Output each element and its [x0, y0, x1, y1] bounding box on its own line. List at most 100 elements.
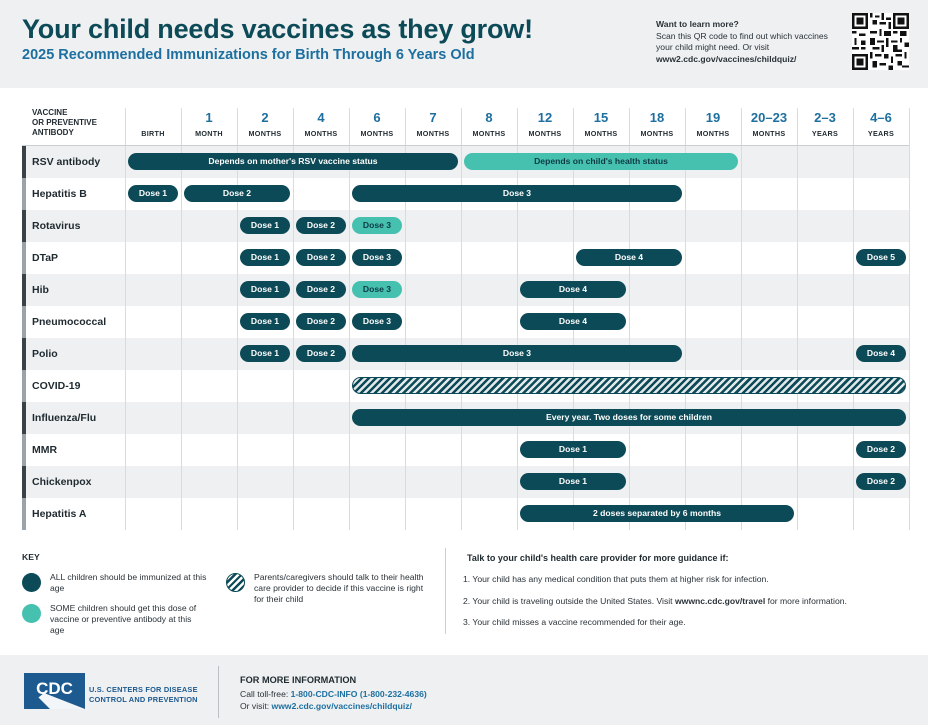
dose-bar: Dose 1 [240, 249, 290, 266]
column-divider [125, 108, 126, 530]
footer-divider [218, 666, 219, 718]
key-talk-text: Parents/caregivers should talk to their … [254, 572, 424, 604]
age-column-header: 7 MONTHS [405, 108, 461, 138]
header-divider [22, 145, 909, 146]
dose-bar: Dose 2 [296, 281, 346, 298]
age-column-header: 12 MONTHS [517, 108, 573, 138]
row-accent-bar [22, 242, 26, 274]
age-number: 2–3 [814, 110, 836, 125]
key-all-text: ALL children should be immunized at this… [50, 572, 207, 593]
key-all-swatch [22, 573, 41, 592]
page-header [0, 0, 928, 88]
dose-bar: Dose 4 [520, 281, 626, 298]
age-unit: MONTHS [696, 129, 730, 138]
row-accent-bar [22, 434, 26, 466]
age-unit: MONTHS [248, 129, 282, 138]
dose-bar: Dose 1 [128, 185, 178, 202]
dose-bar: Dose 2 [296, 313, 346, 330]
footer-visit-line: Or visit: www2.cdc.gov/vaccines/childqui… [240, 701, 412, 711]
dose-bar: Dose 3 [352, 217, 402, 234]
age-unit: MONTH [195, 129, 223, 138]
travel-link[interactable]: wwwnc.cdc.gov/travel [674, 596, 766, 606]
age-unit: BIRTH [141, 129, 165, 138]
age-unit: MONTHS [416, 129, 450, 138]
qr-code-icon[interactable] [852, 13, 909, 70]
page-title: Your child needs vaccines as they grow! [22, 14, 533, 44]
age-column-header: 2–3 YEARS [797, 108, 853, 138]
age-unit: MONTHS [640, 129, 674, 138]
age-column-header: 4–6 YEARS [853, 108, 909, 138]
learn-more-link[interactable]: www2.cdc.gov/vaccines/childquiz/ [656, 53, 797, 64]
age-number: 12 [537, 110, 553, 125]
key-some-text: SOME children should get this dose of va… [50, 603, 197, 635]
age-column-header: 20–23 MONTHS [741, 108, 797, 138]
vaccine-name: Polio [32, 348, 58, 360]
age-unit: MONTHS [360, 129, 394, 138]
vaccine-name: DTaP [32, 252, 59, 264]
column-divider [741, 108, 742, 530]
guidance-item-2-text-end: for more information. [765, 596, 847, 606]
age-unit: MONTHS [528, 129, 562, 138]
age-column-header: 18 MONTHS [629, 108, 685, 138]
dose-bar: Dose 3 [352, 345, 682, 362]
age-column-header: 19 MONTHS [685, 108, 741, 138]
guidance-item-3: 3. Your child misses a vaccine recommend… [463, 617, 686, 627]
row-accent-bar [22, 370, 26, 402]
column-divider [349, 108, 350, 530]
table-row [22, 466, 909, 498]
vaccine-name: RSV antibody [32, 156, 101, 168]
age-number: 7 [429, 110, 437, 125]
learn-more-block: Want to learn more? Scan this QR code to… [656, 19, 846, 65]
guidance-item-2: 2. Your child is traveling outside the U… [463, 596, 847, 606]
age-column-header: 4 MONTHS [293, 108, 349, 138]
dose-bar: Dose 1 [240, 313, 290, 330]
row-accent-bar [22, 402, 26, 434]
table-row [22, 210, 909, 242]
row-accent-bar [22, 306, 26, 338]
dose-bar: Dose 1 [240, 345, 290, 362]
age-column-header: 1 MONTH [181, 108, 237, 138]
age-number: 1 [205, 110, 213, 125]
table-row [22, 434, 909, 466]
dose-bar: Dose 1 [240, 217, 290, 234]
learn-more-heading: Want to learn more? [656, 19, 739, 29]
vaccine-name: COVID-19 [32, 380, 81, 392]
footer-visit-label: Or visit: [240, 701, 272, 711]
column-divider [461, 108, 462, 530]
column-divider [629, 108, 630, 530]
vaccine-column-header: VACCINE OR PREVENTIVE ANTIBODY [32, 108, 128, 138]
dose-bar: Dose 2 [296, 249, 346, 266]
age-number: 19 [705, 110, 721, 125]
dose-bar: Dose 4 [576, 249, 682, 266]
vaccine-name: Hib [32, 284, 49, 296]
vaccine-name: Rotavirus [32, 220, 81, 232]
column-divider [909, 108, 910, 530]
agency-name-line: CONTROL AND PREVENTION [89, 694, 198, 704]
age-number: 8 [485, 110, 493, 125]
row-accent-bar [22, 466, 26, 498]
dose-bar: Dose 4 [856, 345, 906, 362]
dose-bar: Dose 3 [352, 313, 402, 330]
footer-call-label: Call toll-free: [240, 689, 291, 699]
age-unit: YEARS [867, 129, 895, 138]
dose-bar: Dose 1 [520, 441, 626, 458]
footer-heading: FOR MORE INFORMATION [240, 675, 357, 685]
vaccine-name: MMR [32, 444, 58, 456]
column-divider [797, 108, 798, 530]
key-heading: KEY [22, 552, 40, 562]
page-subtitle: 2025 Recommended Immunizations for Birth… [22, 47, 475, 63]
footer-phone-link[interactable]: 1-800-CDC-INFO (1-800-232-4636) [290, 689, 427, 699]
dose-bar: Dose 2 [856, 473, 906, 490]
age-number: 4–6 [870, 110, 892, 125]
age-number: 4 [317, 110, 325, 125]
vaccine-header-line: ANTIBODY [32, 128, 74, 137]
dose-bar: Depends on mother's RSV vaccine status [128, 153, 458, 170]
footer-url-link[interactable]: www2.cdc.gov/vaccines/childquiz/ [271, 701, 412, 711]
dose-bar: Dose 2 [184, 185, 290, 202]
vaccine-header-line: VACCINE [32, 108, 68, 117]
key-divider [445, 548, 446, 634]
page-footer [0, 655, 928, 725]
column-divider [685, 108, 686, 530]
vaccine-name: Pneumococcal [32, 316, 107, 328]
agency-name: U.S. CENTERS FOR DISEASE CONTROL AND PRE… [89, 685, 198, 704]
